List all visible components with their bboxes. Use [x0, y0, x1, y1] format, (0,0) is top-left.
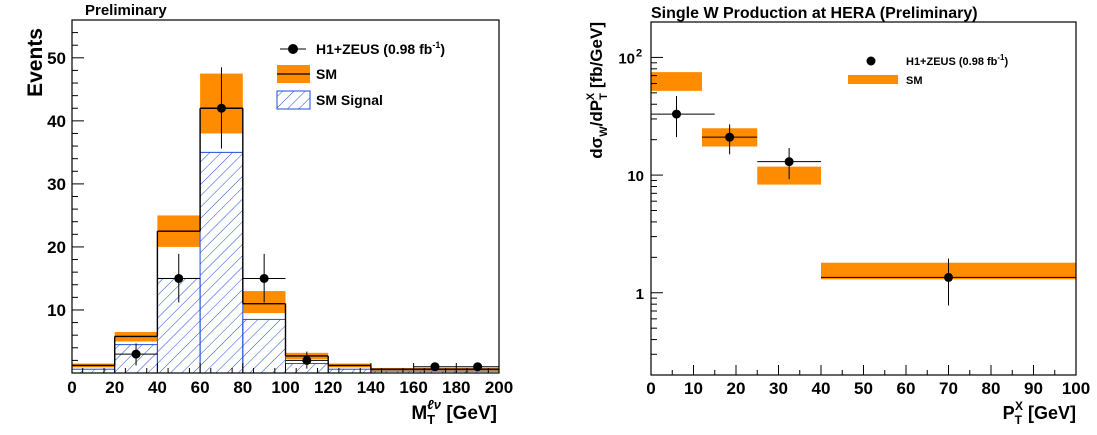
- data-point: [131, 349, 141, 359]
- right-legend-data-label: H1+ZEUS (0.98 fb-1): [906, 53, 1009, 68]
- data-point: [174, 273, 184, 283]
- right-legend-data-marker: [866, 56, 876, 66]
- right-legend: H1+ZEUS (0.98 fb-1) SM: [848, 53, 1009, 87]
- y-tick-label: 50: [47, 49, 66, 68]
- left-legend-data-label: H1+ZEUS (0.98 fb-1): [316, 40, 445, 57]
- x-tick-label: 50: [854, 379, 873, 398]
- x-tick-label: 20: [105, 378, 124, 397]
- data-point: [944, 272, 953, 282]
- sm-prediction-band: [651, 72, 702, 91]
- x-tick-label: 60: [897, 379, 916, 398]
- data-point: [216, 103, 226, 113]
- right-legend-sm-swatch: [848, 75, 898, 84]
- x-tick-label: 30: [769, 379, 788, 398]
- data-point: [430, 362, 440, 372]
- y-tick-label-exponent: 2: [636, 47, 642, 59]
- left-x-axis-label: MTℓν [GeV]: [411, 397, 497, 427]
- right-chart-title: Single W Production at HERA (Preliminary…: [651, 5, 978, 22]
- x-tick-label: 90: [1024, 379, 1043, 398]
- y-tick-label: 10: [47, 301, 66, 320]
- signal-bar: [242, 318, 287, 374]
- x-tick-label: 40: [812, 379, 831, 398]
- left-legend: H1+ZEUS (0.98 fb-1) SM SM Signal: [276, 40, 445, 110]
- left-legend-signal-swatch: [276, 90, 311, 110]
- signal-bar: [199, 151, 244, 374]
- x-tick-label: 80: [233, 378, 252, 397]
- data-point: [725, 132, 735, 142]
- x-tick-label: 40: [148, 378, 167, 397]
- right-y-axis-label: dσW/dPTX [fb/GeV]: [585, 22, 610, 159]
- x-tick-label: 200: [485, 378, 513, 397]
- left-y-axis-label: Events: [24, 28, 47, 97]
- x-tick-label: 120: [314, 378, 342, 397]
- x-tick-label: 140: [357, 378, 385, 397]
- y-tick-label: 10: [618, 50, 635, 67]
- left-chart: Preliminary 0 20 40 60 80 100 120 140 160 180 200 1…: [24, 2, 513, 427]
- x-tick-label: 160: [399, 378, 427, 397]
- x-tick-label: 180: [442, 378, 470, 397]
- y-tick-label: 30: [47, 175, 66, 194]
- left-legend-signal-label: SM Signal: [316, 92, 383, 108]
- data-point: [784, 157, 794, 167]
- left-legend-sm-label: SM: [316, 66, 337, 82]
- y-tick-label: 1: [636, 286, 644, 303]
- y-tick-label: 10: [627, 168, 644, 185]
- x-tick-label: 80: [982, 379, 1001, 398]
- x-tick-label: 0: [646, 379, 655, 398]
- right-chart-marks: [651, 72, 1076, 306]
- x-tick-label: 10: [684, 379, 703, 398]
- data-point: [473, 362, 483, 372]
- x-tick-label: 20: [727, 379, 746, 398]
- right-plot-frame: [650, 21, 1077, 376]
- y-tick-label: 20: [47, 238, 66, 257]
- x-tick-label: 0: [67, 378, 76, 397]
- right-x-axis-label: PTX [GeV]: [1003, 399, 1076, 427]
- left-chart-marks: [71, 67, 500, 374]
- x-tick-label: 60: [191, 378, 210, 397]
- data-point: [259, 273, 269, 283]
- right-chart: Single W Production at HERA (Preliminary…: [585, 5, 1090, 427]
- left-chart-title: Preliminary: [85, 2, 167, 19]
- left-chart-axes: 0 20 40 60 80 100 120 140 160 180 200 10 20 30 40 50: [47, 32, 513, 397]
- x-tick-label: 100: [271, 378, 299, 397]
- data-point: [672, 109, 681, 119]
- right-legend-sm-label: SM: [906, 75, 923, 87]
- y-tick-label: 40: [47, 112, 66, 131]
- x-tick-label: 70: [939, 379, 958, 398]
- data-point: [302, 355, 312, 365]
- x-tick-label: 100: [1062, 379, 1090, 398]
